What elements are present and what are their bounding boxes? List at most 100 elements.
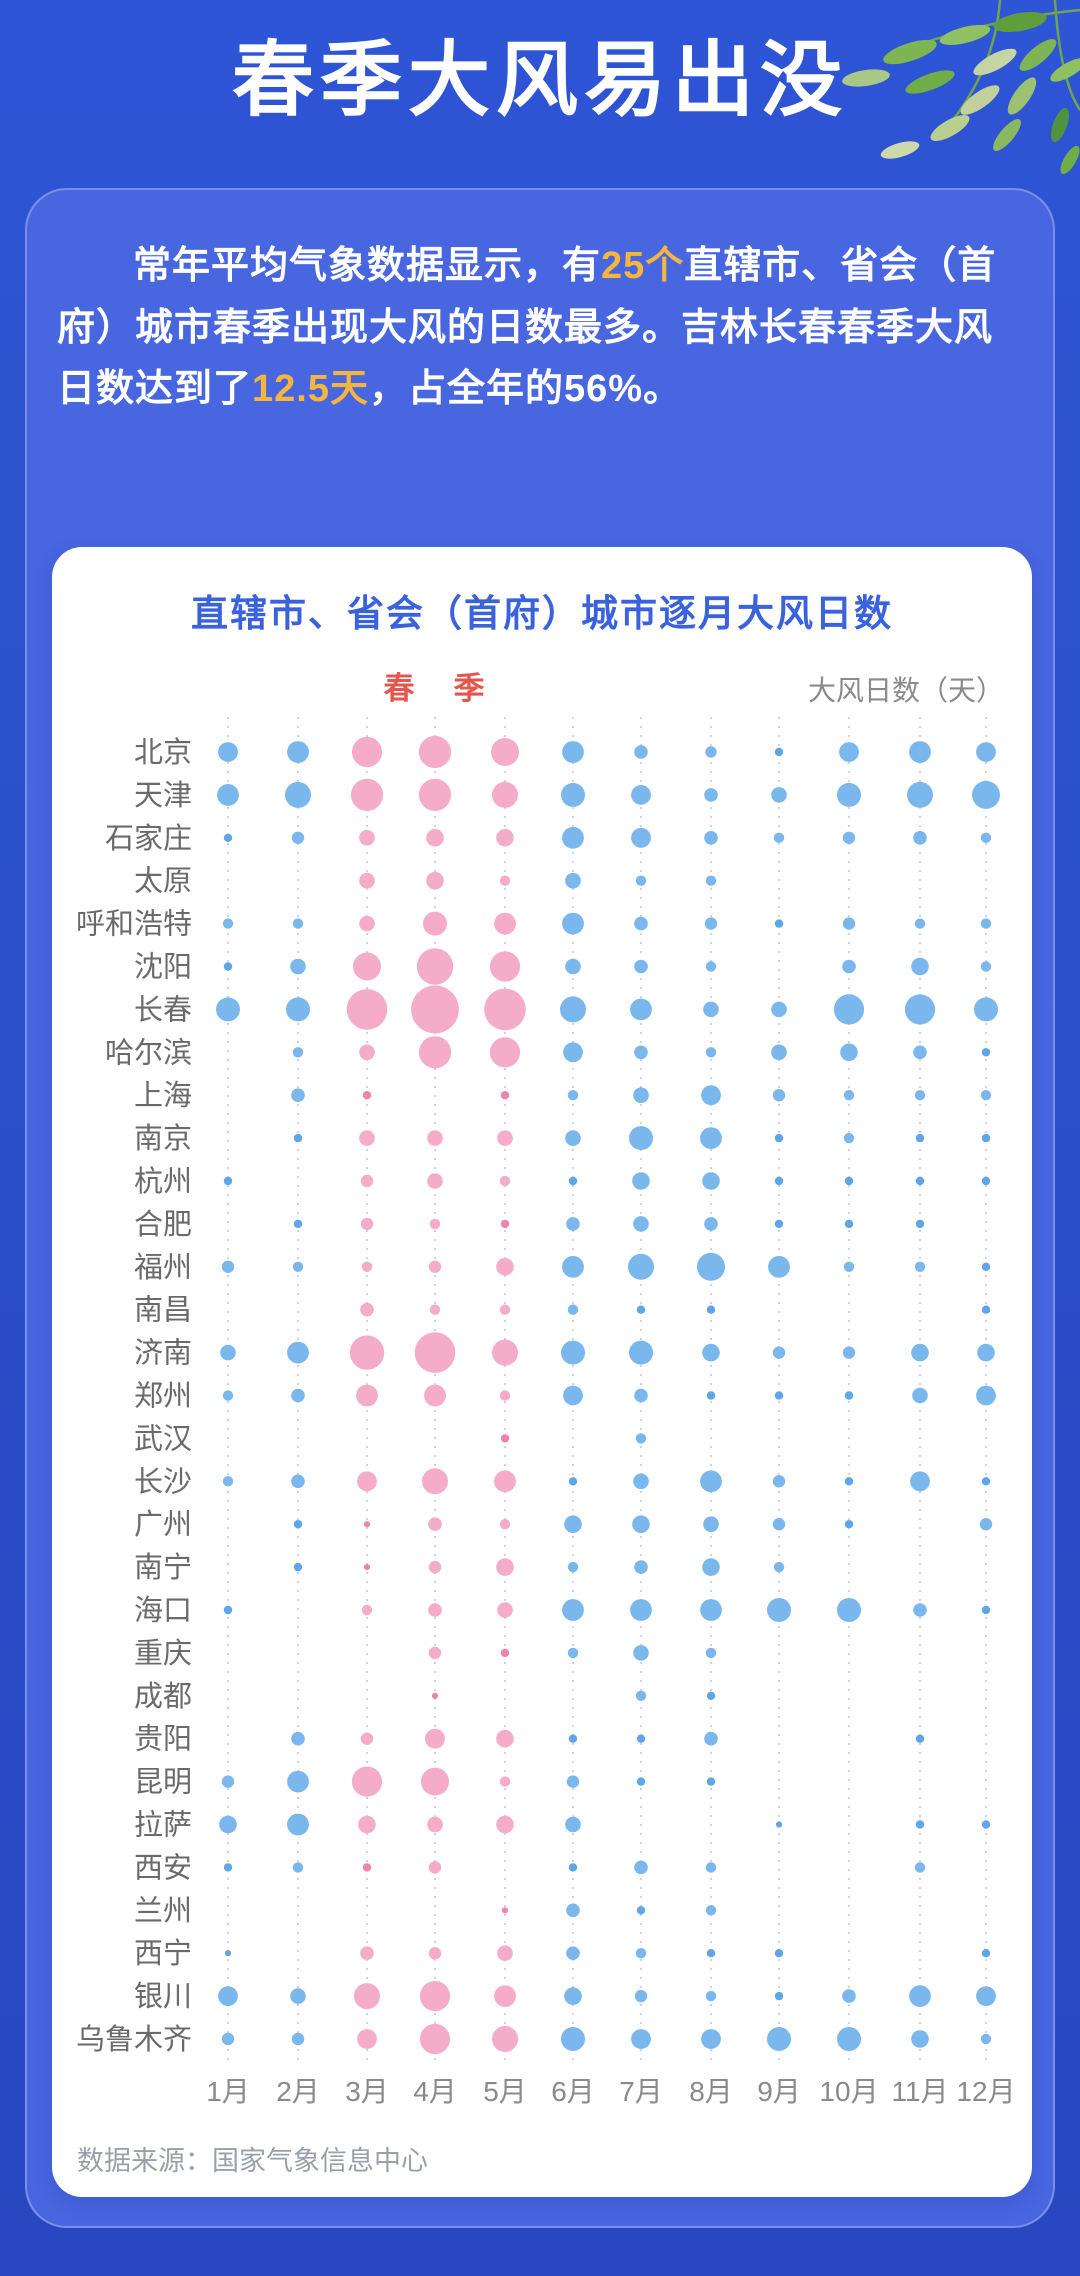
bubble [494, 1985, 516, 2007]
bubble [634, 1860, 648, 1875]
bubble [981, 1262, 991, 1271]
bubble [704, 1217, 718, 1231]
city-label: 银川 [134, 1980, 192, 2013]
bubble [704, 1731, 718, 1746]
bubble [566, 1775, 580, 1788]
bubble [360, 1946, 374, 1960]
bubble [563, 1042, 583, 1063]
bubble [489, 1037, 521, 1068]
city-label: 南京 [134, 1122, 192, 1155]
bubble [700, 1127, 722, 1149]
bubble [915, 1820, 925, 1829]
city-label: 济南 [134, 1337, 192, 1370]
bubble [980, 918, 992, 929]
city-label: 广州 [134, 1508, 192, 1541]
city-label: 南昌 [134, 1294, 192, 1327]
bubble [499, 1175, 511, 1187]
bubble [221, 1260, 235, 1273]
bubble [636, 1777, 646, 1786]
bubble [774, 1949, 784, 1958]
bubble [564, 1987, 582, 2005]
bubble [219, 1815, 237, 1834]
bubble [635, 1433, 647, 1444]
bubble [494, 1470, 516, 1493]
bubble [429, 1304, 441, 1315]
bubble [497, 1602, 513, 1618]
bubble [500, 1434, 510, 1443]
bubble [497, 1945, 513, 1961]
bubble [362, 1863, 372, 1872]
bubble [837, 782, 861, 807]
bubble [418, 735, 452, 769]
bubble [418, 1036, 452, 1069]
bubble [706, 1777, 716, 1786]
intro-paragraph: 常年平均气象数据显示，有25个直辖市、省会（首府）城市春季出现大风的日数最多。吉… [57, 236, 997, 421]
highlight-value: 25个 [601, 245, 685, 287]
bubble [843, 1261, 855, 1272]
bubble [565, 1130, 581, 1146]
bubble [285, 781, 311, 808]
bubble [422, 1468, 448, 1495]
month-label: 9月 [757, 2076, 801, 2107]
bubble [843, 1132, 855, 1144]
bubble [702, 1558, 720, 1576]
bubble [629, 1340, 653, 1365]
bubble [912, 1387, 928, 1404]
bubble [773, 1561, 785, 1573]
bubble [291, 1088, 305, 1102]
bubble [353, 952, 381, 981]
bubble [772, 1346, 786, 1359]
bubble [844, 1391, 854, 1400]
bubble [976, 1385, 996, 1406]
bubble [359, 1044, 375, 1061]
bubble [419, 2023, 451, 2055]
city-label: 海口 [134, 1594, 192, 1627]
bubble [359, 872, 375, 889]
bubble [292, 918, 304, 929]
bubble [913, 1045, 927, 1060]
bubble [702, 1343, 720, 1362]
bubble [499, 1519, 511, 1530]
bubble [411, 985, 459, 1034]
bubble [290, 958, 306, 975]
city-label: 呼和浩特 [76, 908, 192, 941]
bubble [705, 1905, 717, 1916]
bubble [500, 1219, 510, 1229]
bubble [771, 1044, 787, 1061]
intro-text: ，占全年的56%。 [368, 368, 683, 411]
bubble [976, 1986, 996, 2006]
city-label: 哈尔滨 [105, 1036, 192, 1069]
bubble [705, 1990, 717, 2002]
bubble [701, 2029, 721, 2049]
bubble-chart: 1月 2月 3月 4月 5月 6月 7月 8月 9月 10月 11月 12月 北京天津石家庄太原呼和浩特… [76, 717, 1016, 2107]
bubble [286, 997, 310, 1022]
bubble [221, 1775, 235, 1788]
bubble [428, 1861, 442, 1874]
bubble [981, 1477, 991, 1486]
bubble [914, 1261, 926, 1272]
bubble [359, 830, 375, 846]
bubble [293, 1219, 303, 1229]
bubble [706, 1305, 716, 1314]
bubble [634, 1045, 648, 1060]
bubble [358, 1815, 376, 1834]
bubble [634, 916, 648, 931]
bubble [914, 1090, 926, 1101]
bubble [496, 1558, 514, 1576]
bubble [768, 1255, 790, 1278]
bubble [703, 1516, 719, 1532]
bubble [837, 2027, 861, 2051]
bubble [911, 957, 929, 976]
bubble [361, 1261, 373, 1272]
bubble [915, 1176, 925, 1186]
bubble [565, 1816, 581, 1833]
bubble [774, 1133, 784, 1143]
bubble [840, 1043, 858, 1062]
city-label: 沈阳 [134, 951, 192, 984]
bubble [489, 951, 521, 982]
bubble [428, 1517, 442, 1531]
city-label: 天津 [134, 780, 192, 812]
bubble [839, 742, 859, 762]
bubble [291, 1731, 305, 1746]
bubble [566, 1903, 580, 1918]
